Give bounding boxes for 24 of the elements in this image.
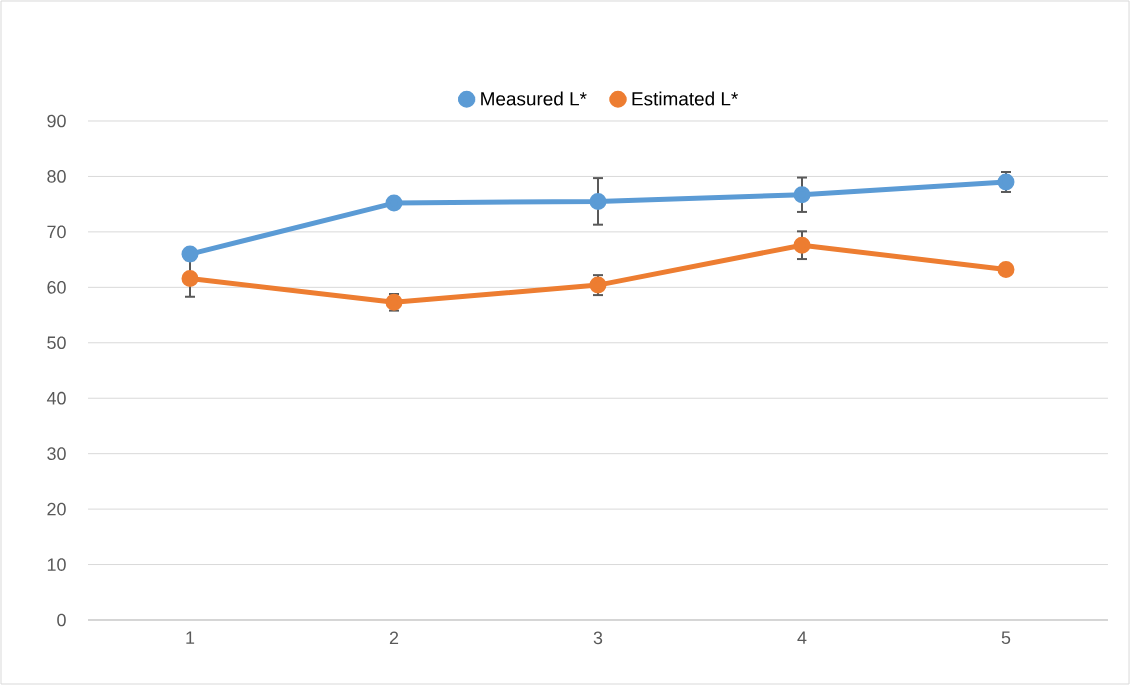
point [589, 192, 607, 210]
y-tick-label: 50 [47, 336, 66, 350]
y-tick-label: 90 [47, 114, 66, 128]
point [793, 236, 811, 254]
x-tick-label: 3 [593, 631, 603, 645]
y-tick-label: 10 [47, 558, 66, 571]
point [997, 261, 1015, 279]
point [181, 245, 199, 263]
y-tick-label: 30 [47, 447, 66, 461]
x-tick-label: 1 [186, 631, 195, 644]
point [181, 269, 199, 287]
y-tick-label: 60 [47, 280, 66, 294]
x-tick-label: 5 [1001, 631, 1011, 645]
point [793, 186, 811, 204]
y-tick-label: 70 [47, 225, 66, 239]
legend-label: Measured L* [481, 91, 587, 106]
x-tick-label: 2 [389, 631, 399, 645]
legend-label: Estimated L* [632, 91, 738, 106]
y-tick-label: 80 [47, 170, 66, 183]
point [385, 194, 403, 212]
y-tick-label: 20 [47, 502, 66, 516]
y-tick-label: 0 [57, 613, 66, 627]
x-tick-label: 4 [797, 631, 807, 644]
y-tick-label: 40 [46, 391, 66, 405]
